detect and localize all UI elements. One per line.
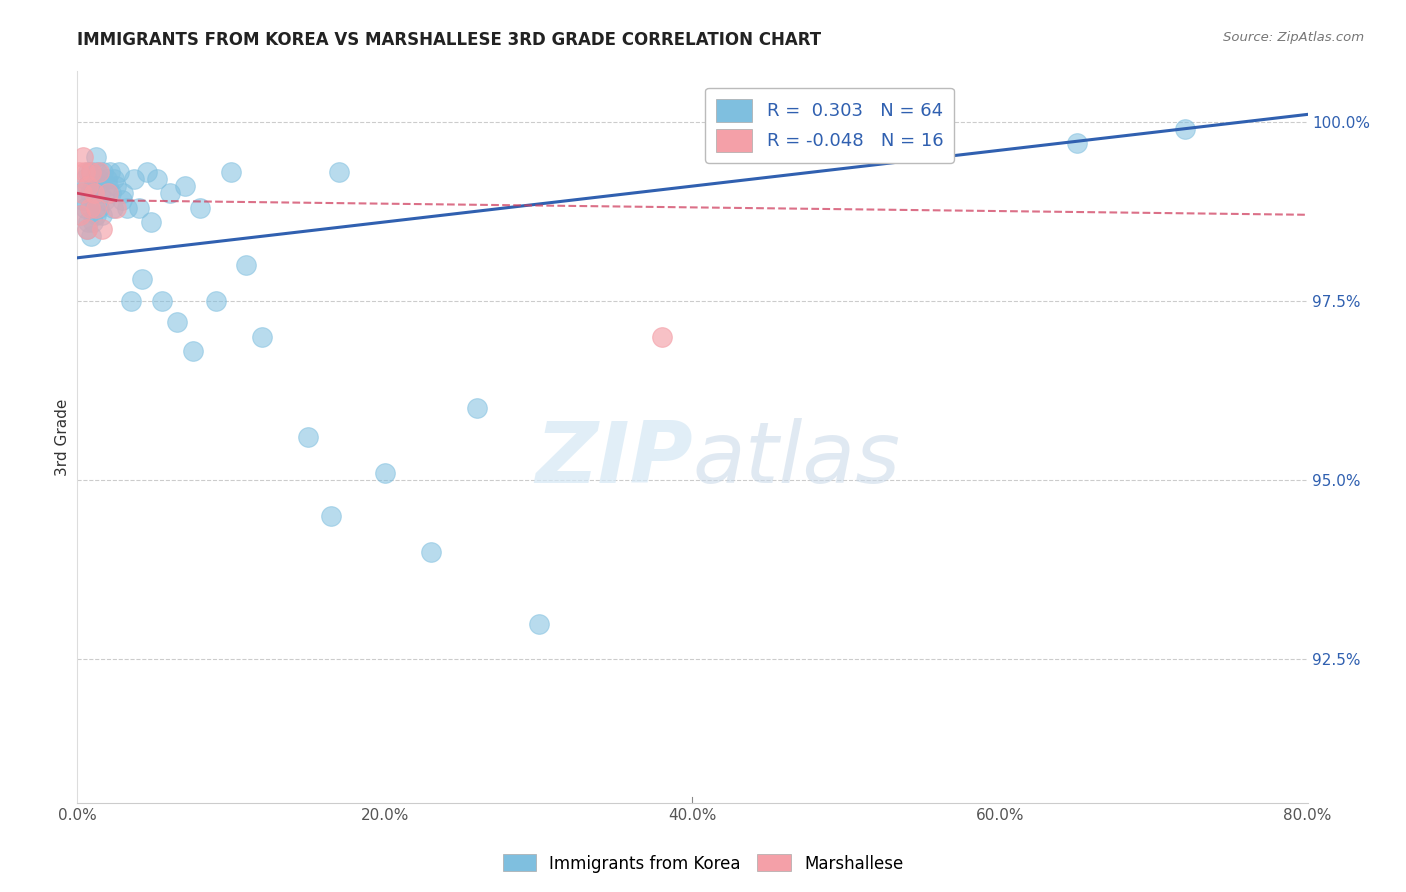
Point	[122, 172, 145, 186]
Point	[77, 215, 100, 229]
Point	[103, 172, 125, 186]
Point	[297, 430, 319, 444]
Point	[374, 466, 396, 480]
Legend: Immigrants from Korea, Marshallese: Immigrants from Korea, Marshallese	[496, 847, 910, 880]
Point	[97, 179, 120, 194]
Point	[87, 172, 110, 186]
Point	[87, 201, 110, 215]
Point	[72, 194, 94, 208]
Point	[166, 315, 188, 329]
Point	[72, 150, 94, 164]
Point	[96, 172, 118, 186]
Point	[86, 165, 108, 179]
Point	[128, 201, 150, 215]
Point	[104, 201, 127, 215]
Point	[73, 172, 96, 186]
Point	[150, 293, 173, 308]
Point	[70, 186, 93, 201]
Point	[174, 179, 197, 194]
Point	[89, 186, 111, 201]
Point	[131, 272, 153, 286]
Point	[76, 222, 98, 236]
Point	[77, 165, 100, 179]
Point	[69, 208, 91, 222]
Point	[115, 201, 138, 215]
Point	[67, 165, 90, 179]
Point	[181, 344, 204, 359]
Point	[651, 329, 673, 343]
Point	[204, 293, 226, 308]
Point	[328, 165, 350, 179]
Point	[73, 201, 96, 215]
Point	[93, 165, 115, 179]
Point	[90, 222, 114, 236]
Point	[465, 401, 488, 416]
Point	[235, 258, 257, 272]
Point	[82, 215, 104, 229]
Point	[1066, 136, 1088, 150]
Point	[112, 186, 135, 201]
Point	[319, 508, 342, 523]
Y-axis label: 3rd Grade: 3rd Grade	[55, 399, 70, 475]
Point	[69, 208, 91, 222]
Point	[79, 186, 101, 201]
Point	[120, 293, 142, 308]
Point	[188, 201, 212, 215]
Text: ZIP: ZIP	[534, 417, 693, 500]
Point	[77, 179, 100, 194]
Point	[83, 172, 105, 186]
Point	[84, 201, 107, 215]
Point	[250, 329, 273, 343]
Legend: R =  0.303   N = 64, R = -0.048   N = 16: R = 0.303 N = 64, R = -0.048 N = 16	[706, 87, 955, 163]
Point	[219, 165, 242, 179]
Point	[84, 150, 107, 164]
Point	[108, 165, 131, 179]
Point	[84, 208, 107, 222]
Point	[90, 208, 114, 222]
Point	[527, 616, 550, 631]
Point	[80, 165, 103, 179]
Point	[104, 179, 127, 194]
Point	[86, 179, 108, 194]
Point	[159, 186, 181, 201]
Point	[420, 545, 443, 559]
Point	[141, 215, 163, 229]
Point	[146, 172, 169, 186]
Text: Source: ZipAtlas.com: Source: ZipAtlas.com	[1223, 31, 1364, 45]
Point	[73, 165, 96, 179]
Point	[82, 179, 104, 194]
Point	[111, 194, 134, 208]
Text: IMMIGRANTS FROM KOREA VS MARSHALLESE 3RD GRADE CORRELATION CHART: IMMIGRANTS FROM KOREA VS MARSHALLESE 3RD…	[77, 31, 821, 49]
Point	[97, 186, 120, 201]
Point	[94, 194, 117, 208]
Point	[76, 222, 98, 236]
Point	[135, 165, 157, 179]
Point	[80, 165, 103, 179]
Point	[76, 179, 98, 194]
Point	[1174, 121, 1197, 136]
Point	[70, 186, 93, 201]
Point	[101, 201, 124, 215]
Point	[83, 186, 105, 201]
Point	[100, 186, 122, 201]
Point	[87, 165, 110, 179]
Point	[79, 201, 101, 215]
Point	[83, 194, 105, 208]
Point	[79, 201, 101, 215]
Point	[80, 229, 103, 244]
Point	[98, 165, 121, 179]
Text: atlas: atlas	[693, 417, 900, 500]
